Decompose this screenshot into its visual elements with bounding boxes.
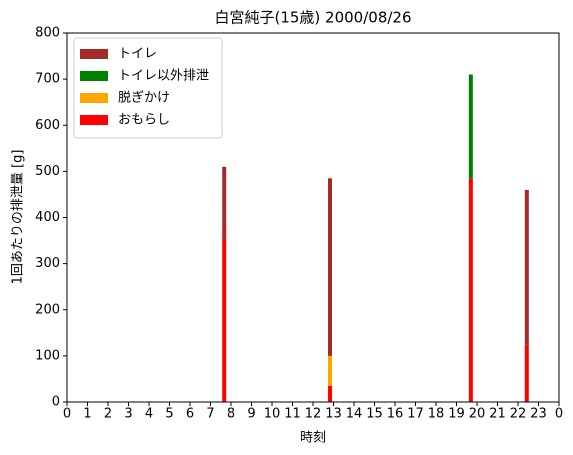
x-tick-label: 7 <box>206 407 214 422</box>
x-tick-label: 9 <box>247 407 255 422</box>
bar-segment <box>222 238 227 402</box>
x-tick-label: 12 <box>305 407 322 422</box>
y-tick-label: 100 <box>35 348 60 363</box>
x-tick-label: 23 <box>530 407 547 422</box>
bar-segment <box>468 74 473 179</box>
x-tick-label: 16 <box>387 407 404 422</box>
x-tick-label: 0 <box>555 407 563 422</box>
x-tick-label: 19 <box>448 407 465 422</box>
y-tick-label: 600 <box>35 118 60 133</box>
y-tick-label: 300 <box>35 256 60 271</box>
x-axis-label: 時刻 <box>300 431 326 446</box>
x-tick-label: 5 <box>165 407 173 422</box>
bar-segment <box>468 178 473 402</box>
x-tick-label: 21 <box>489 407 506 422</box>
legend-box <box>73 37 223 139</box>
y-axis-label: 1回あたりの排泄量 [g] <box>11 150 26 285</box>
x-tick-label: 14 <box>346 407 363 422</box>
legend-swatch <box>80 71 108 81</box>
legend-swatch <box>80 49 108 59</box>
legend-swatch <box>80 93 108 103</box>
x-tick-label: 18 <box>428 407 445 422</box>
x-tick-label: 1 <box>83 407 91 422</box>
legend-label: トイレ以外排泄 <box>118 69 209 84</box>
bar-segment <box>328 178 333 356</box>
x-tick-label: 6 <box>186 407 194 422</box>
y-tick-label: 800 <box>35 26 60 41</box>
x-tick-label: 3 <box>124 407 132 422</box>
bar-segment <box>524 344 529 402</box>
y-tick-label: 700 <box>35 72 60 87</box>
legend-swatch <box>80 115 108 125</box>
bar-segment <box>524 189 529 345</box>
x-tick-label: 0 <box>63 407 71 422</box>
x-tick-label: 4 <box>145 407 153 422</box>
legend-label: 脱ぎかけ <box>118 91 170 106</box>
bar-segment <box>222 166 227 239</box>
y-tick-label: 500 <box>35 164 60 179</box>
x-tick-label: 15 <box>366 407 383 422</box>
y-tick-label: 400 <box>35 210 60 225</box>
y-tick-label: 200 <box>35 302 60 317</box>
x-tick-label: 13 <box>325 407 342 422</box>
y-tick-label: 0 <box>52 395 60 410</box>
legend-label: トイレ <box>118 47 157 62</box>
x-tick-label: 10 <box>264 407 281 422</box>
x-tick-label: 11 <box>284 407 301 422</box>
chart-title: 白宮純子(15歳) 2000/08/26 <box>214 9 411 27</box>
x-tick-label: 2 <box>104 407 112 422</box>
plot-frame <box>66 32 560 403</box>
bar-segment <box>328 355 333 386</box>
legend-label: おもらし <box>118 113 170 128</box>
x-tick-label: 17 <box>407 407 424 422</box>
x-tick-label: 8 <box>227 407 235 422</box>
x-tick-label: 22 <box>510 407 527 422</box>
x-tick-label: 20 <box>469 407 486 422</box>
bar-segment <box>328 385 333 402</box>
